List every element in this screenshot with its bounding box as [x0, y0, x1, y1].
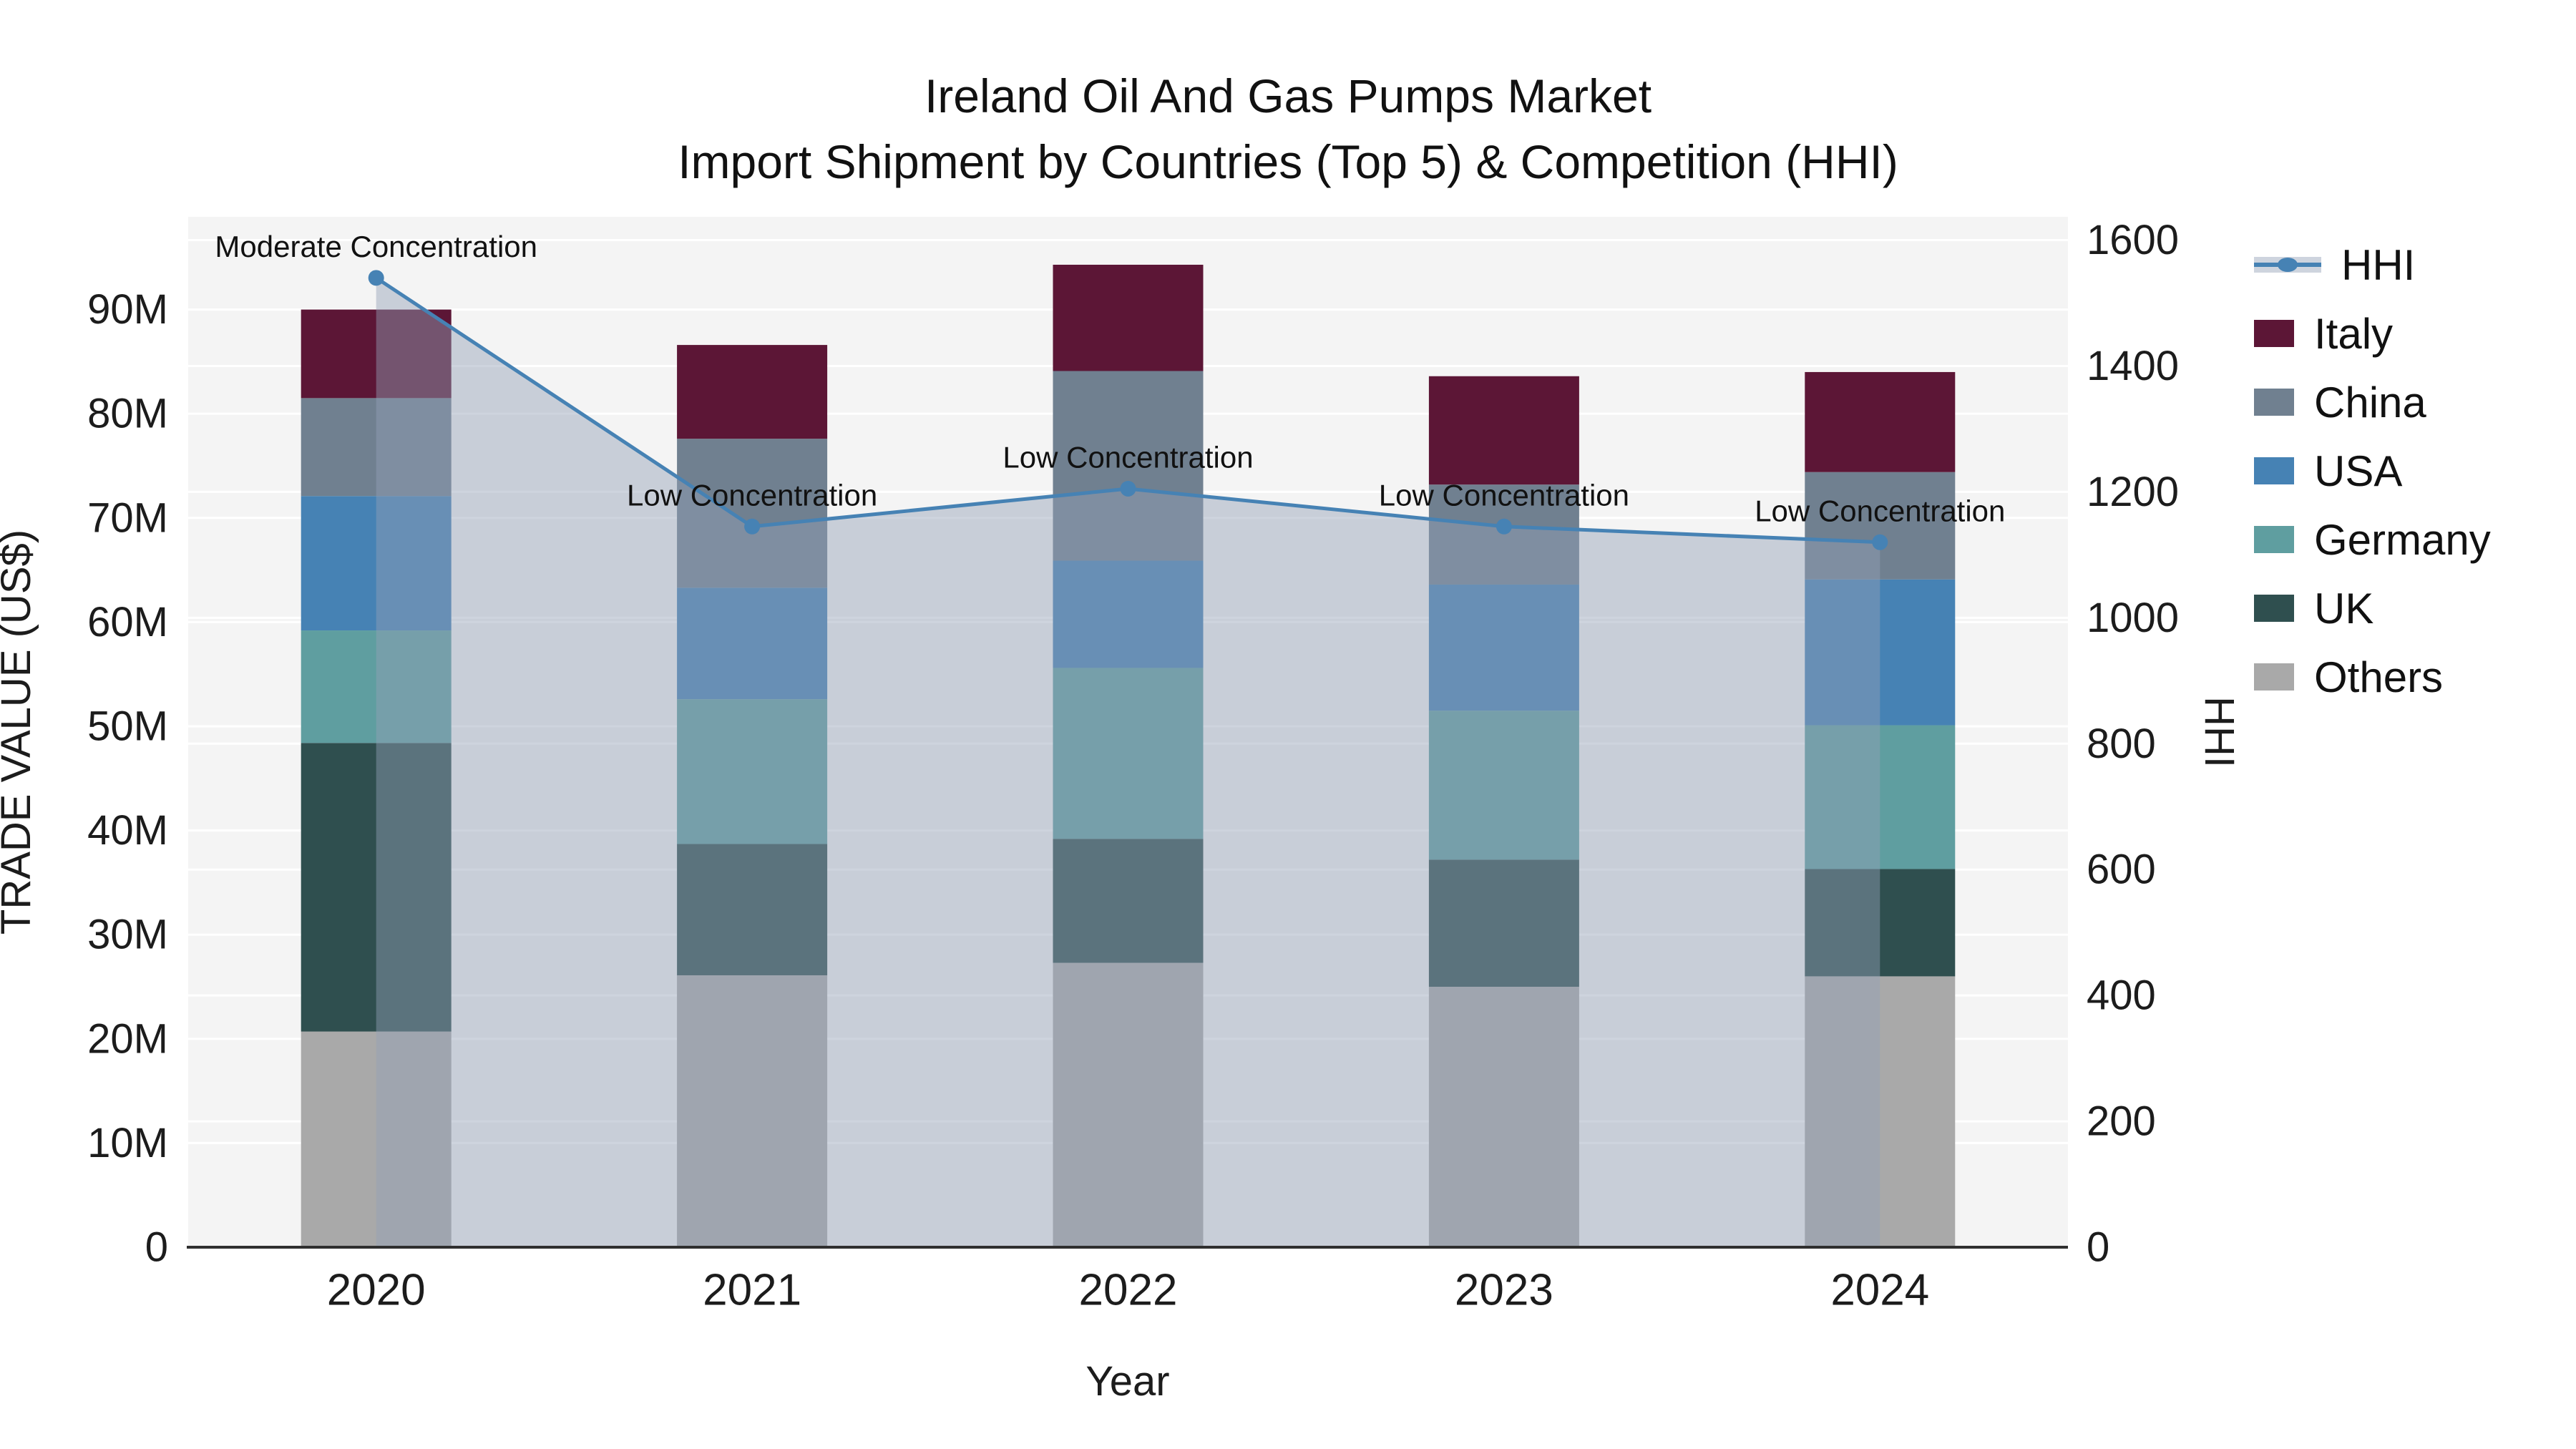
chart-title: Ireland Oil And Gas Pumps Market Import …	[0, 63, 2576, 195]
hhi-marker-2021	[744, 518, 761, 535]
y-right-tick-label: 600	[2087, 847, 2156, 893]
legend-label: China	[2314, 378, 2426, 426]
y-axis-title-left: TRADE VALUE (US$)	[0, 530, 39, 935]
chart-title-line1: Ireland Oil And Gas Pumps Market	[924, 69, 1652, 122]
legend-color-swatch	[2254, 320, 2294, 347]
legend-item-italy[interactable]: Italy	[2254, 299, 2491, 368]
legend-label: Others	[2314, 653, 2444, 701]
bar-segment-usa-2023	[1428, 584, 1579, 711]
hhi-marker-2024	[1872, 534, 1888, 550]
bar-segment-italy-2022	[1053, 264, 1204, 371]
y-left-tick-label: 20M	[87, 1015, 168, 1062]
y-left-tick-label: 80M	[87, 391, 168, 437]
y-right-tick-label: 1400	[2087, 343, 2179, 389]
bar-segment-uk-2022	[1053, 839, 1204, 963]
bar-segment-uk-2020	[301, 743, 452, 1032]
legend-hhi-line-swatch	[2254, 257, 2321, 273]
legend-item-usa[interactable]: USA	[2254, 436, 2491, 505]
legend: HHI Italy China USA Germany UK Others	[2254, 230, 2491, 711]
legend-label: USA	[2314, 447, 2403, 495]
x-tick-label-2024: 2024	[1830, 1266, 1929, 1315]
legend-item-uk[interactable]: UK	[2254, 574, 2491, 643]
y-axis-title-right: HHI	[2196, 696, 2243, 768]
hhi-marker-2023	[1496, 518, 1512, 535]
bar-segment-china-2022	[1053, 371, 1204, 561]
bar-segment-germany-2020	[301, 630, 452, 743]
bar-segment-italy-2020	[301, 309, 452, 399]
bar-segment-others-2020	[301, 1031, 452, 1247]
bar-segment-others-2024	[1805, 976, 1956, 1247]
annotation-2024: Low Concentration	[1755, 494, 2005, 527]
legend-item-china[interactable]: China	[2254, 368, 2491, 436]
bar-segment-others-2021	[677, 975, 828, 1247]
bar-segment-china-2020	[301, 398, 452, 497]
legend-label: Germany	[2314, 515, 2491, 564]
bar-segment-china-2023	[1428, 484, 1579, 585]
legend-label: HHI	[2341, 240, 2416, 289]
x-tick-label-2021: 2021	[703, 1266, 801, 1315]
legend-item-germany[interactable]: Germany	[2254, 505, 2491, 574]
bar-segment-others-2022	[1053, 962, 1204, 1247]
bar-segment-others-2023	[1428, 986, 1579, 1247]
bar-segment-uk-2023	[1428, 859, 1579, 987]
bar-segment-germany-2021	[677, 699, 828, 844]
y-right-tick-label: 1000	[2087, 595, 2179, 641]
legend-item-others[interactable]: Others	[2254, 643, 2491, 711]
bar-segment-usa-2021	[677, 587, 828, 700]
legend-color-swatch	[2254, 457, 2294, 484]
bar-segment-germany-2023	[1428, 711, 1579, 860]
y-left-tick-label: 60M	[87, 599, 168, 645]
bar-segment-italy-2023	[1428, 376, 1579, 485]
y-right-tick-label: 400	[2087, 972, 2156, 1019]
y-left-tick-label: 70M	[87, 494, 168, 541]
x-tick-label-2020: 2020	[327, 1266, 426, 1315]
bar-segment-uk-2021	[677, 844, 828, 975]
bar-segment-china-2024	[1805, 472, 1956, 580]
y-left-tick-label: 90M	[87, 286, 168, 333]
y-right-tick-label: 0	[2087, 1224, 2109, 1271]
bar-segment-usa-2022	[1053, 560, 1204, 668]
y-right-tick-label: 200	[2087, 1098, 2156, 1145]
y-right-tick-label: 1200	[2087, 469, 2179, 515]
bar-segment-china-2021	[677, 439, 828, 588]
legend-color-swatch	[2254, 595, 2294, 622]
y-left-tick-label: 0	[145, 1224, 168, 1271]
y-right-tick-label: 1600	[2087, 217, 2179, 263]
x-tick-label-2023: 2023	[1455, 1266, 1553, 1315]
annotation-2021: Low Concentration	[627, 478, 877, 512]
bar-segment-usa-2024	[1805, 579, 1956, 726]
legend-color-swatch	[2254, 526, 2294, 553]
y-right-tick-label: 800	[2087, 721, 2156, 767]
legend-color-swatch	[2254, 663, 2294, 691]
legend-label: UK	[2314, 584, 2374, 633]
y-left-tick-label: 30M	[87, 912, 168, 958]
y-left-tick-label: 50M	[87, 703, 168, 749]
annotation-2023: Low Concentration	[1379, 478, 1629, 512]
bar-segment-germany-2022	[1053, 668, 1204, 839]
bar-segment-uk-2024	[1805, 869, 1956, 977]
legend-color-swatch	[2254, 389, 2294, 416]
legend-label: Italy	[2314, 309, 2394, 358]
chart-title-line2: Import Shipment by Countries (Top 5) & C…	[678, 135, 1898, 188]
legend-item-hhi[interactable]: HHI	[2254, 230, 2491, 299]
bar-segment-italy-2021	[677, 345, 828, 439]
y-left-tick-label: 40M	[87, 807, 168, 854]
bar-segment-italy-2024	[1805, 371, 1956, 472]
y-left-tick-label: 10M	[87, 1120, 168, 1166]
x-tick-label-2022: 2022	[1079, 1266, 1178, 1315]
annotation-2020: Moderate Concentration	[215, 230, 537, 263]
x-axis-title: Year	[1085, 1358, 1169, 1405]
bar-segment-usa-2020	[301, 496, 452, 631]
hhi-marker-2022	[1120, 481, 1136, 497]
hhi-marker-2020	[368, 270, 384, 286]
bar-segment-germany-2024	[1805, 725, 1956, 869]
hhi-area-fill	[376, 278, 1880, 1248]
annotation-2022: Low Concentration	[1002, 441, 1253, 474]
